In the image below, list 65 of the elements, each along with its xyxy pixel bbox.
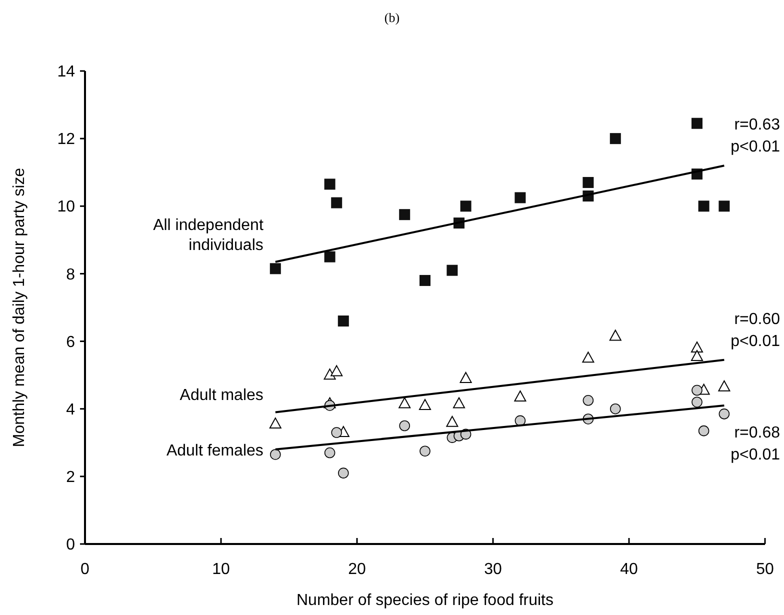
point: [446, 416, 458, 427]
y-tick-label: 6: [66, 334, 76, 351]
x-tick-label: 30: [484, 561, 502, 578]
annotation: r=0.63 p<0.01: [730, 116, 780, 156]
point: [698, 425, 710, 436]
point: [514, 192, 526, 204]
point: [324, 368, 336, 380]
point: [582, 352, 594, 363]
y-tick-label: 2: [66, 469, 76, 486]
point: [582, 176, 594, 188]
annotation: r=0.68 p<0.01: [730, 424, 780, 464]
point: [399, 209, 410, 220]
point: [324, 178, 336, 190]
point: [270, 449, 281, 460]
point: [514, 390, 526, 402]
annotation: r=0.60 p<0.01: [730, 310, 780, 350]
y-tick-label: 0: [66, 536, 76, 554]
point: [419, 398, 431, 410]
x-tick-label: 20: [348, 561, 366, 578]
point: [420, 274, 430, 286]
point: [610, 403, 621, 414]
y-tick-label: 4: [66, 401, 76, 418]
y-tick-label: 12: [57, 131, 76, 148]
x-tick-label: 40: [620, 561, 638, 578]
y-axis-title: Monthly mean of daily 1-hour party size: [11, 168, 28, 448]
point: [270, 263, 281, 274]
point: [514, 415, 526, 426]
chart-title: (b): [384, 10, 400, 25]
point: [692, 118, 702, 129]
point: [331, 197, 342, 208]
point: [338, 468, 349, 478]
point: [420, 446, 430, 456]
series-label: Adult females: [166, 442, 264, 460]
point: [338, 316, 349, 327]
point: [324, 251, 336, 262]
point: [453, 397, 465, 408]
x-tick-label: 10: [212, 561, 230, 578]
x-tick-label: 50: [756, 561, 774, 578]
y-tick-label: 10: [57, 198, 76, 216]
point: [460, 200, 472, 212]
series-label: Adult males: [180, 387, 264, 404]
y-tick-label: 14: [57, 64, 76, 81]
point: [324, 447, 336, 458]
point: [691, 342, 703, 353]
point: [610, 133, 621, 144]
point: [718, 200, 730, 212]
point: [269, 418, 282, 429]
point: [698, 200, 710, 212]
x-axis-title: Number of species of ripe food fruits: [296, 592, 554, 609]
x-tick-label: 0: [80, 561, 90, 578]
point: [398, 397, 411, 408]
point: [330, 365, 343, 376]
point: [446, 264, 458, 276]
point: [582, 395, 594, 406]
point: [692, 396, 702, 408]
point: [460, 372, 472, 383]
series-label: All independent individuals: [153, 216, 264, 254]
point: [718, 408, 730, 420]
point: [331, 427, 342, 438]
y-tick-label: 8: [66, 266, 76, 284]
point: [399, 420, 410, 432]
point: [718, 380, 730, 392]
point: [609, 330, 622, 341]
point: [692, 384, 702, 396]
point: [691, 350, 703, 361]
